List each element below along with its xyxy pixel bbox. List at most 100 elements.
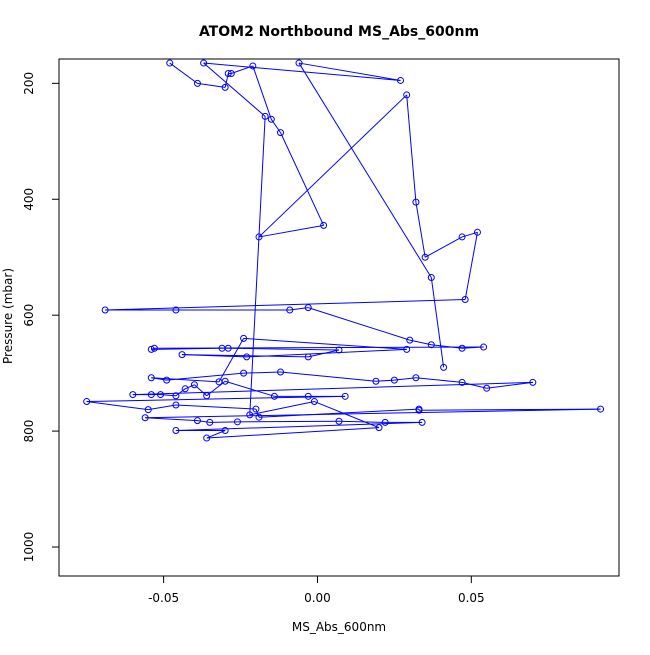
data-point [252,405,260,413]
data-point [304,353,312,361]
series-line-segment [151,377,220,383]
data-point [141,414,149,422]
series-line-segment [169,62,198,84]
data-point [150,344,158,352]
data-point [483,384,491,392]
data-point [458,344,466,352]
series-line-segment [224,73,229,88]
series-line-segment [424,236,463,258]
data-point [246,411,254,419]
data-point [147,374,155,382]
y-tick-label: 1000 [22,532,36,563]
y-tick-label: 600 [22,304,36,327]
series-line-segment [197,82,226,88]
data-point [335,346,343,354]
series-line-segment [270,118,281,133]
data-point [172,427,180,435]
data-point [427,274,435,282]
plot-area: -0.05 0.00 0.05 200 400 600 800 1000 [22,58,620,605]
y-tick-label: 200 [22,72,36,95]
data-point [181,385,189,393]
data-point [267,115,275,123]
data-point [458,378,466,386]
data-point [375,424,383,432]
x-tick-label: 0.05 [458,591,485,605]
data-point [397,76,405,84]
data-point [310,398,318,406]
series-line-segment [280,371,376,382]
series-line-segment [415,377,463,383]
data-point [172,401,180,409]
series-line-segment [298,62,401,81]
data-point [320,221,328,229]
series-line-segment [394,377,416,381]
data-point [190,381,198,389]
data-series [83,59,605,442]
data-point [372,377,380,385]
series-line-segment [175,404,256,410]
data-point [277,129,285,137]
data-point [412,374,420,382]
series-line-segment [243,371,281,374]
data-point [147,391,155,399]
series-line-segment [86,395,346,403]
data-point [403,91,411,99]
y-axis-label: Pressure (mbar) [1,268,15,364]
data-point [224,69,232,77]
data-point [200,59,208,67]
series-line-segment [252,65,272,120]
data-point [221,83,229,91]
data-point [166,59,174,67]
data-point [163,376,171,384]
data-point [270,392,278,400]
data-point [341,392,349,400]
data-point [193,79,201,87]
data-point [172,392,180,400]
x-tick-label: -0.05 [148,591,179,605]
series-line-segment [406,94,417,203]
series-line-segment [464,232,478,300]
data-point [243,353,251,361]
data-point [304,392,312,400]
data-point [255,233,263,241]
data-point [381,418,389,426]
data-point [418,418,426,426]
data-point [221,377,229,385]
data-point [224,344,232,352]
data-point [227,69,235,77]
data-point [249,62,257,70]
data-point [83,398,91,406]
x-tick-label: 0.00 [304,591,331,605]
data-point [178,351,186,359]
series-line-segment [258,224,324,238]
data-point [406,336,414,344]
series-line-segment [148,404,177,411]
data-point [421,253,429,261]
series-line-segment [197,420,210,423]
series-line-segment [225,380,275,397]
data-point [473,228,481,236]
series-line-segment [206,380,226,397]
data-point [221,427,229,435]
data-point [597,405,605,413]
data-point [203,392,211,400]
series-line-segment [249,401,315,416]
data-point [129,391,137,399]
series-line-segment [486,381,533,389]
data-point [240,369,248,377]
series-line-segment [314,401,380,429]
data-point [172,306,180,314]
series-line-segment [246,348,407,358]
data-point [403,345,411,353]
series-line-segment [228,347,340,351]
data-point [203,434,211,442]
series-line-segment [430,277,445,368]
series-line-segment [145,417,198,422]
series-line-segment [206,427,380,439]
series-line-segment [237,420,340,423]
x-axis-label: MS_Abs_600nm [292,620,386,634]
data-point [206,418,214,426]
series-line-segment [151,347,223,350]
